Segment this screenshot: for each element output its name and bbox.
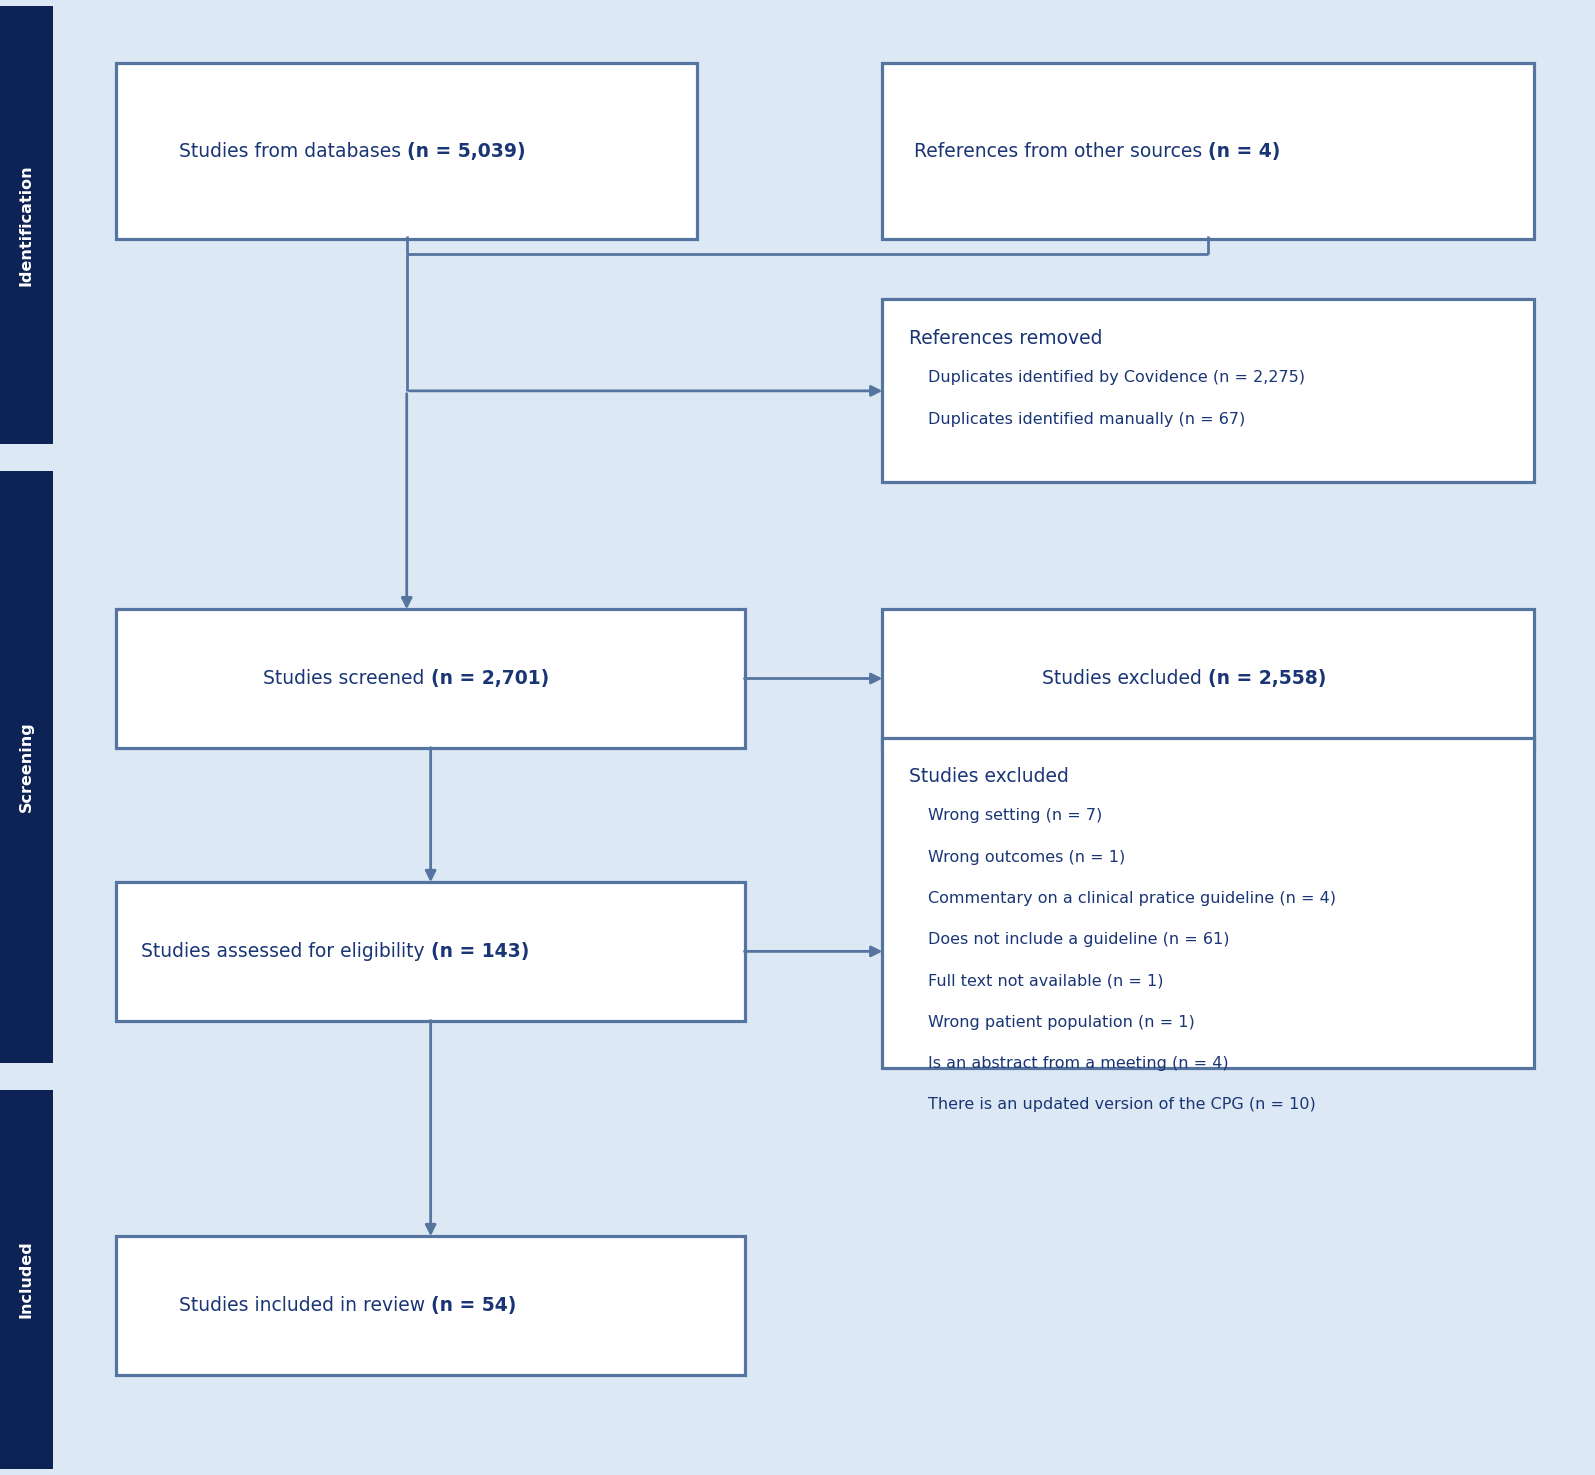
FancyBboxPatch shape xyxy=(882,63,1534,239)
Text: (n = 4): (n = 4) xyxy=(1209,142,1281,161)
Bar xyxy=(0,1090,53,1469)
Text: Wrong patient population (n = 1): Wrong patient population (n = 1) xyxy=(928,1015,1195,1030)
FancyBboxPatch shape xyxy=(882,609,1534,748)
Text: Studies from databases: Studies from databases xyxy=(179,142,407,161)
Text: (n = 143): (n = 143) xyxy=(431,943,530,960)
Bar xyxy=(53,1090,1595,1469)
Text: Is an abstract from a meeting (n = 4): Is an abstract from a meeting (n = 4) xyxy=(928,1056,1228,1071)
Text: Wrong setting (n = 7): Wrong setting (n = 7) xyxy=(928,808,1102,823)
FancyBboxPatch shape xyxy=(116,609,745,748)
Bar xyxy=(53,6,1595,444)
Text: References from other sources: References from other sources xyxy=(914,142,1209,161)
Text: Does not include a guideline (n = 61): Does not include a guideline (n = 61) xyxy=(928,932,1230,947)
Text: (n = 5,039): (n = 5,039) xyxy=(407,142,525,161)
Text: Studies included in review: Studies included in review xyxy=(179,1297,431,1314)
Text: (n = 2,701): (n = 2,701) xyxy=(431,670,549,687)
Text: Studies excluded: Studies excluded xyxy=(1043,670,1209,687)
Text: Commentary on a clinical pratice guideline (n = 4): Commentary on a clinical pratice guideli… xyxy=(928,891,1337,906)
FancyBboxPatch shape xyxy=(116,882,745,1021)
FancyBboxPatch shape xyxy=(116,1236,745,1375)
Bar xyxy=(53,471,1595,1063)
Text: Duplicates identified by Covidence (n = 2,275): Duplicates identified by Covidence (n = … xyxy=(928,370,1305,385)
Text: Studies assessed for eligibility: Studies assessed for eligibility xyxy=(140,943,431,960)
Text: References removed: References removed xyxy=(909,329,1109,348)
Text: Studies excluded: Studies excluded xyxy=(909,767,1075,786)
FancyBboxPatch shape xyxy=(882,738,1534,1068)
FancyBboxPatch shape xyxy=(116,63,697,239)
Text: Wrong outcomes (n = 1): Wrong outcomes (n = 1) xyxy=(928,850,1126,864)
Bar xyxy=(0,471,53,1063)
Text: Duplicates identified manually (n = 67): Duplicates identified manually (n = 67) xyxy=(928,412,1246,426)
Text: Screening: Screening xyxy=(19,721,33,813)
Text: Studies screened: Studies screened xyxy=(263,670,431,687)
Text: Identification: Identification xyxy=(19,164,33,286)
Text: (n = 54): (n = 54) xyxy=(431,1297,517,1314)
Text: There is an updated version of the CPG (n = 10): There is an updated version of the CPG (… xyxy=(928,1097,1316,1112)
Text: Included: Included xyxy=(19,1240,33,1319)
Text: Full text not available (n = 1): Full text not available (n = 1) xyxy=(928,974,1164,988)
Text: (n = 2,558): (n = 2,558) xyxy=(1209,670,1327,687)
Bar xyxy=(0,6,53,444)
FancyBboxPatch shape xyxy=(882,299,1534,482)
